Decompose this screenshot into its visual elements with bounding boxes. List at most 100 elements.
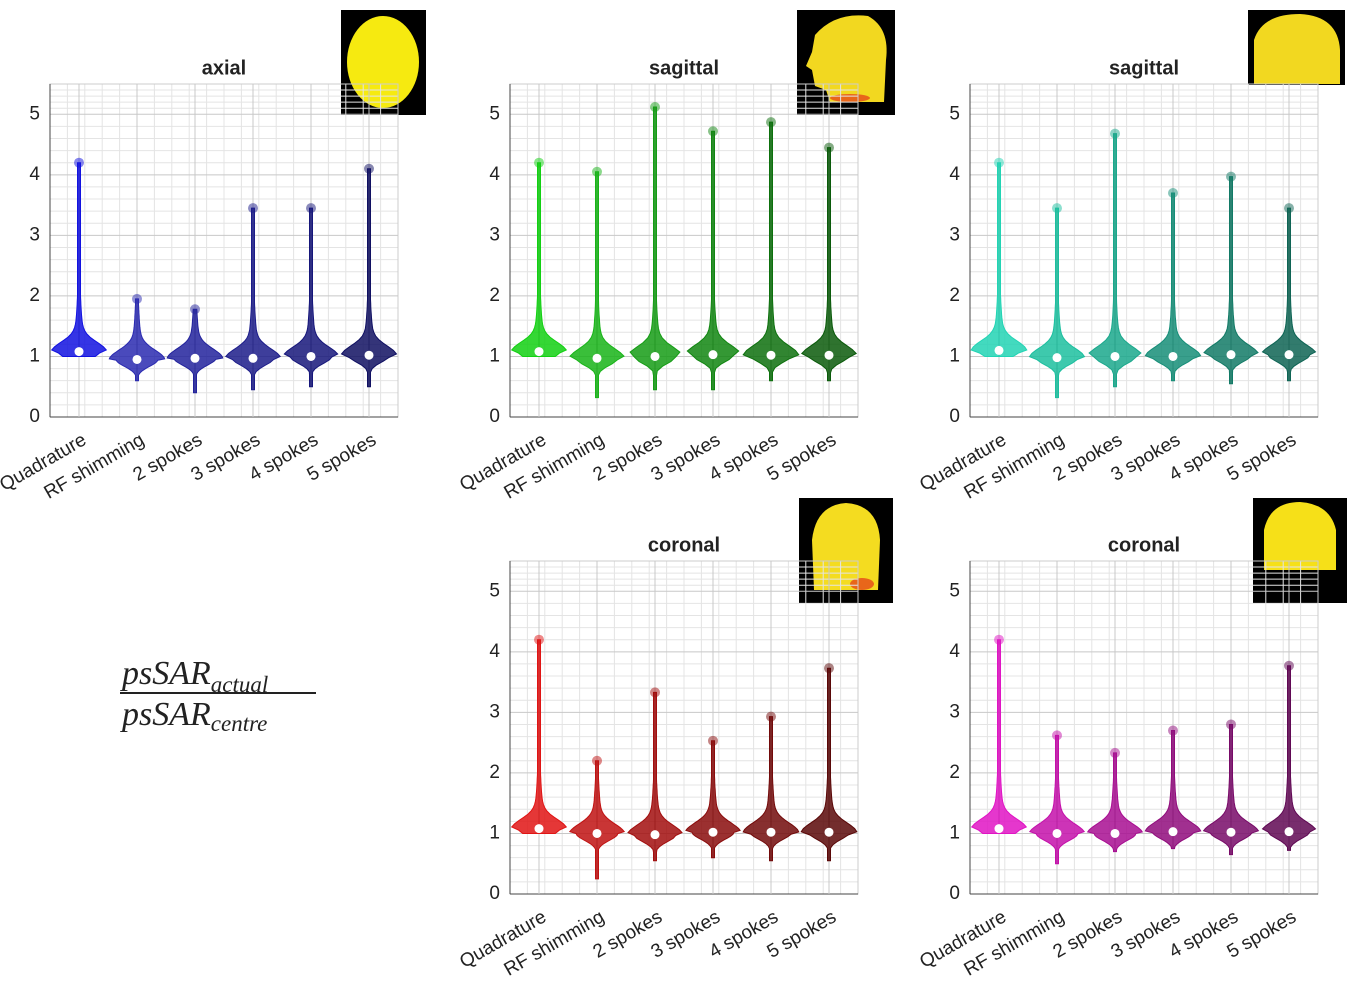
y-tick-label: 0 [949, 406, 960, 427]
y-tick-label: 4 [489, 641, 500, 662]
max-point [1052, 730, 1062, 740]
formula-denominator: psSARcentre [120, 696, 267, 736]
median-dot [825, 351, 834, 360]
max-point [994, 158, 1004, 168]
y-tick-label: 3 [489, 701, 500, 722]
y-tick-label: 2 [489, 762, 500, 783]
y-tick-label: 2 [949, 762, 960, 783]
y-tick-label: 3 [489, 224, 500, 245]
max-point [74, 158, 84, 168]
y-tick-label: 0 [949, 883, 960, 904]
thumbnail [1248, 10, 1345, 115]
median-dot [1111, 352, 1120, 361]
max-point [766, 117, 776, 127]
y-tick-label: 1 [29, 345, 40, 366]
max-point [1226, 172, 1236, 182]
max-point [534, 635, 544, 645]
y-tick-label: 5 [489, 103, 500, 124]
median-dot [307, 352, 316, 361]
y-tick-label: 3 [949, 224, 960, 245]
violin-body [630, 107, 680, 390]
median-dot [709, 350, 718, 359]
median-dot [535, 824, 544, 833]
max-point [1110, 748, 1120, 758]
y-tick-label: 2 [949, 285, 960, 306]
violin-body [743, 122, 799, 381]
y-tick-label: 1 [489, 345, 500, 366]
median-dot [249, 354, 258, 363]
y-tick-label: 2 [29, 285, 40, 306]
y-tick-label: 5 [29, 103, 40, 124]
max-point [708, 126, 718, 136]
chart-title: coronal [1108, 534, 1180, 556]
median-dot [1111, 829, 1120, 838]
y-tick-label: 3 [949, 701, 960, 722]
y-tick-label: 0 [29, 406, 40, 427]
median-dot [133, 355, 142, 364]
y-tick-label: 2 [489, 285, 500, 306]
max-point [1226, 719, 1236, 729]
median-dot [1227, 828, 1236, 837]
median-dot [825, 828, 834, 837]
max-point [190, 304, 200, 314]
chart-title: sagittal [1109, 57, 1179, 79]
y-tick-label: 5 [489, 580, 500, 601]
y-tick-label: 4 [949, 164, 960, 185]
figure: psSARactual psSARcentre 012345axialQuadr… [0, 0, 1351, 988]
violin-body [686, 741, 740, 858]
max-point [650, 687, 660, 697]
chart-title: coronal [648, 534, 720, 556]
median-dot [191, 354, 200, 363]
y-tick-label: 5 [949, 580, 960, 601]
median-dot [365, 351, 374, 360]
y-tick-label: 1 [489, 822, 500, 843]
median-dot [1227, 350, 1236, 359]
median-dot [995, 346, 1004, 355]
median-dot [535, 347, 544, 356]
thumbnail [799, 498, 893, 603]
violin-body [570, 761, 624, 879]
thumbnail [797, 10, 895, 115]
median-dot [593, 354, 602, 363]
max-point [1168, 188, 1178, 198]
max-point [824, 663, 834, 673]
max-point [132, 294, 142, 304]
y-tick-label: 4 [489, 164, 500, 185]
y-tick-label: 0 [489, 883, 500, 904]
max-point [534, 158, 544, 168]
median-dot [1169, 827, 1178, 836]
thumbnail [341, 10, 426, 115]
max-point [708, 736, 718, 746]
max-point [364, 164, 374, 174]
formula-text: psSAR [120, 696, 211, 733]
median-dot [995, 824, 1004, 833]
max-point [824, 143, 834, 153]
violin-body [1089, 134, 1141, 387]
max-point [650, 102, 660, 112]
median-dot [593, 829, 602, 838]
y-tick-label: 1 [949, 345, 960, 366]
violin-body [1030, 735, 1084, 863]
chart-title: axial [202, 57, 246, 79]
median-dot [651, 830, 660, 839]
violin-body [1030, 208, 1085, 398]
formula-text: psSAR [120, 655, 211, 692]
thumbnail [1253, 498, 1347, 603]
max-point [1284, 203, 1294, 213]
max-point [1110, 129, 1120, 139]
y-tick-label: 3 [29, 224, 40, 245]
violin-body [743, 717, 799, 861]
y-tick-label: 0 [489, 406, 500, 427]
median-dot [1169, 352, 1178, 361]
median-dot [1285, 350, 1294, 359]
y-tick-label: 1 [949, 822, 960, 843]
max-point [1284, 661, 1294, 671]
violin-body [570, 172, 624, 398]
formula-numerator: psSARactual [120, 655, 268, 697]
median-dot [709, 828, 718, 837]
violin-body [802, 148, 856, 381]
max-point [1168, 726, 1178, 736]
